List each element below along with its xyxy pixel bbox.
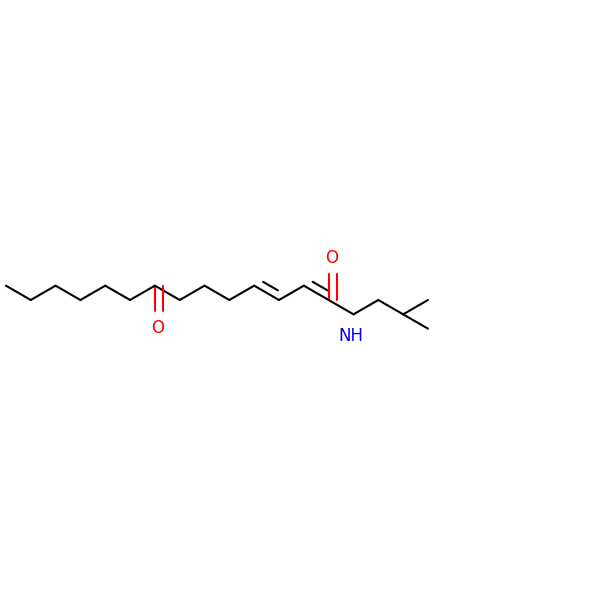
Text: NH: NH bbox=[338, 328, 363, 346]
Text: O: O bbox=[325, 249, 338, 267]
Text: O: O bbox=[151, 319, 164, 337]
